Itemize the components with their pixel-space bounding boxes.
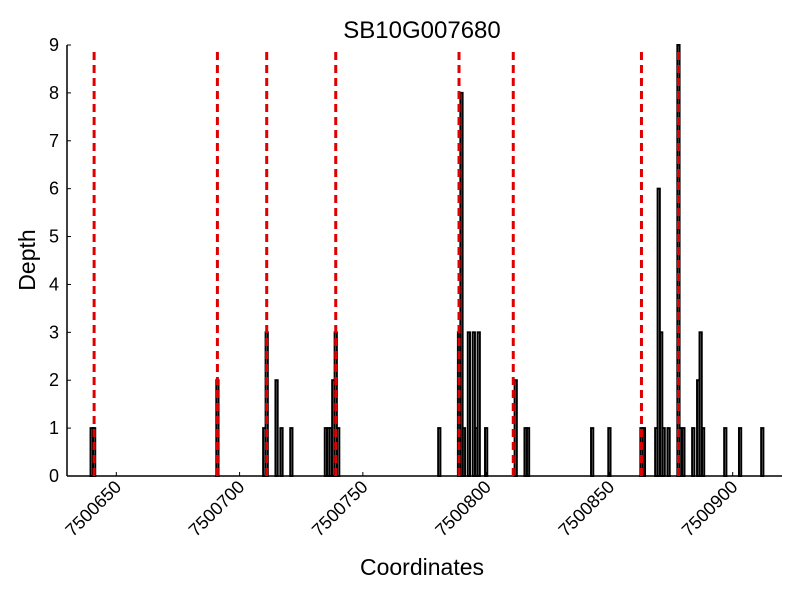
bar	[459, 91, 464, 477]
bar	[461, 427, 467, 477]
x-tick-label: 7500750	[308, 477, 372, 541]
bar	[691, 427, 696, 477]
y-tick-label: 7	[49, 131, 59, 151]
axes	[66, 45, 782, 477]
y-tick-label: 3	[49, 322, 59, 342]
y-tick-label: 4	[49, 274, 59, 294]
bar	[289, 427, 294, 477]
bar	[476, 331, 481, 477]
x-tick-label: 7500650	[61, 477, 125, 541]
y-axis-title: Depth	[14, 229, 40, 290]
bar	[466, 331, 471, 477]
x-tick-label: 7500800	[431, 477, 495, 541]
bar	[484, 427, 489, 477]
bar	[525, 427, 531, 477]
bar	[737, 427, 743, 477]
bar	[336, 427, 341, 477]
bar	[681, 427, 686, 477]
bar	[661, 427, 666, 477]
bar	[607, 427, 612, 477]
y-tick-label: 9	[49, 35, 59, 55]
bar	[641, 427, 647, 477]
chart-title: SB10G007680	[343, 17, 500, 44]
y-axis-ticks: 0 1 2 3 4 5 6 7 8 9	[49, 35, 71, 486]
y-tick-label: 8	[49, 83, 59, 103]
y-tick-label: 6	[49, 179, 59, 199]
bar	[513, 379, 518, 477]
bar	[760, 427, 765, 477]
x-axis-ticks: 7500650 7500700 7500750 7500800 7500850 75009…	[61, 472, 742, 541]
bar	[666, 427, 671, 477]
bar	[590, 427, 595, 477]
bar	[274, 379, 279, 477]
y-tick-label: 5	[49, 227, 59, 247]
reference-lines	[92, 52, 680, 476]
y-tick-label: 1	[49, 418, 59, 438]
x-tick-label: 7500700	[185, 477, 249, 541]
x-tick-label: 7500850	[555, 477, 619, 541]
bar	[279, 427, 284, 477]
x-tick-label: 7500900	[678, 477, 742, 541]
x-axis-title: Coordinates	[360, 554, 484, 580]
bar	[700, 427, 706, 477]
bar	[437, 427, 442, 477]
depth-bars	[89, 44, 765, 477]
bar	[723, 427, 728, 477]
y-tick-label: 2	[49, 370, 59, 390]
y-tick-label: 0	[49, 466, 59, 486]
